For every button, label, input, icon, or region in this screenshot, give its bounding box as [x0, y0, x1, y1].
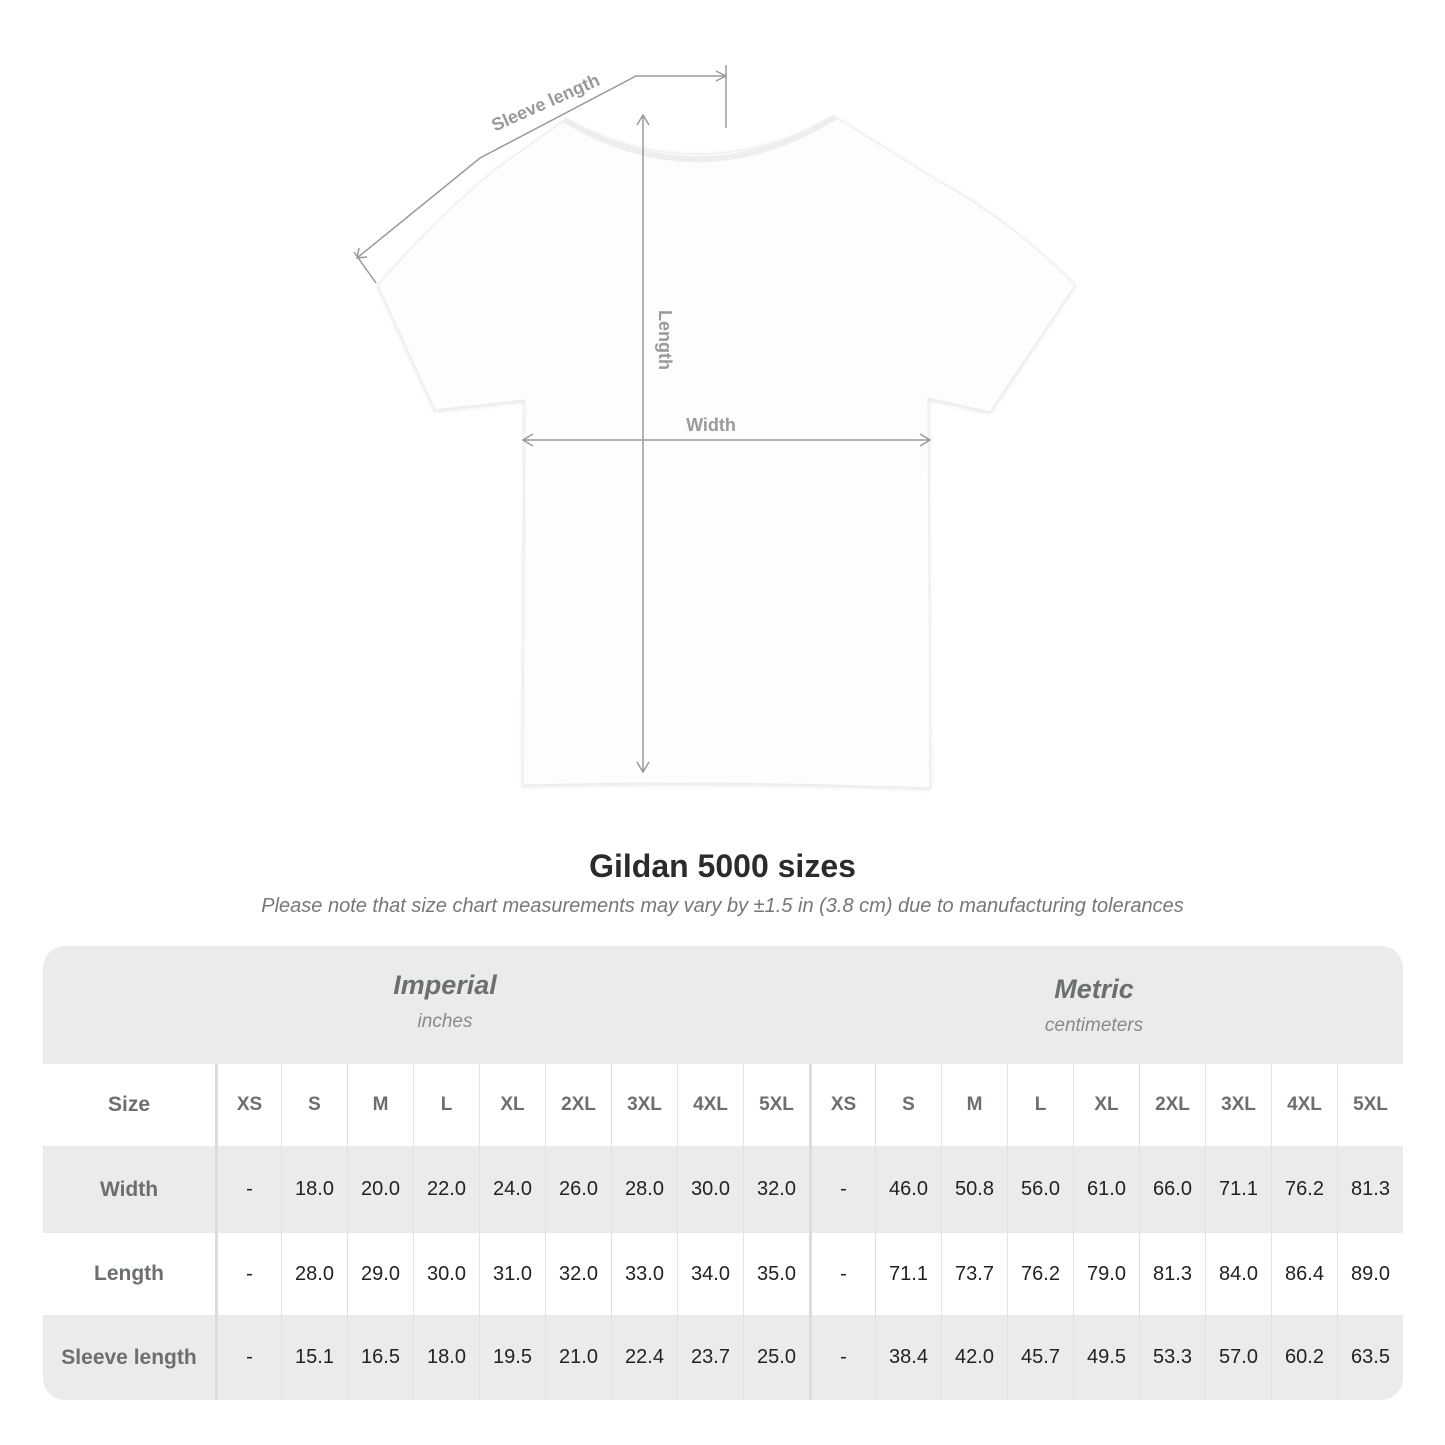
size-header-cell: XL: [1073, 1064, 1139, 1146]
metric-value-cell: 61.0: [1073, 1146, 1139, 1233]
metric-value-cell: 86.4: [1271, 1233, 1337, 1315]
size-header-cell: XL: [479, 1064, 545, 1146]
metric-value-cell: 57.0: [1205, 1315, 1271, 1400]
table-row: Width -18.0 20.0 22.0 24.0 26.0 28.0 30.0 32.0-4…: [43, 1146, 1403, 1233]
row-label: Width: [99, 1177, 159, 1201]
imperial-value-cell: 35.0: [743, 1233, 809, 1315]
metric-value-cell: 38.4: [875, 1315, 941, 1400]
imperial-value-cell: 30.0: [677, 1146, 743, 1233]
table-row: Length -28.0 29.0 30.0 31.0 32.0 33.0 34.0 35.0-…: [43, 1233, 1403, 1315]
imperial-value-cell: -: [215, 1315, 281, 1400]
metric-value-cell: 81.3: [1139, 1233, 1205, 1315]
size-header-cell: 5XL: [743, 1064, 809, 1146]
tshirt-shape: [377, 116, 1076, 789]
imperial-value-cell: -: [215, 1233, 281, 1315]
imperial-value-cell: 18.0: [281, 1146, 347, 1233]
size-header-cell: 2XL: [1139, 1064, 1205, 1146]
row-label: Size: [107, 1093, 151, 1116]
metric-value-cell: 89.0: [1337, 1233, 1403, 1315]
size-header-cell: 4XL: [677, 1064, 743, 1146]
metric-value-cell: 81.3: [1337, 1146, 1403, 1233]
metric-value-cell: 53.3: [1139, 1315, 1205, 1400]
metric-title: Metric: [1054, 974, 1134, 1004]
metric-value-cell: 56.0: [1007, 1146, 1073, 1233]
metric-value-cell: 50.8: [941, 1146, 1007, 1233]
metric-value-cell: 79.0: [1073, 1233, 1139, 1315]
imperial-value-cell: 32.0: [743, 1146, 809, 1233]
metric-value-cell: 46.0: [875, 1146, 941, 1233]
imperial-value-cell: 23.7: [677, 1315, 743, 1400]
imperial-value-cell: -: [215, 1146, 281, 1233]
table-header: Imperial inches Metric centimeters: [43, 946, 1403, 1064]
size-header-cell: 2XL: [545, 1064, 611, 1146]
imperial-value-cell: 22.4: [611, 1315, 677, 1400]
metric-unit: centimeters: [1044, 1015, 1144, 1036]
tshirt-diagram: Sleeve length Length Width: [353, 65, 1076, 789]
imperial-value-cell: 20.0: [347, 1146, 413, 1233]
metric-value-cell: 49.5: [1073, 1315, 1139, 1400]
length-label: Length: [655, 310, 675, 370]
tolerance-note: Please note that size chart measurements…: [261, 895, 1184, 917]
size-header-cell: 5XL: [1337, 1064, 1403, 1146]
metric-header: Metric centimeters: [809, 974, 1379, 1037]
size-header-cell: 3XL: [1205, 1064, 1271, 1146]
imperial-value-cell: 28.0: [281, 1233, 347, 1315]
size-header-cell: 4XL: [1271, 1064, 1337, 1146]
imperial-value-cell: 28.0: [611, 1146, 677, 1233]
metric-value-cell: 66.0: [1139, 1146, 1205, 1233]
imperial-value-cell: 25.0: [743, 1315, 809, 1400]
imperial-title: Imperial: [393, 970, 497, 1000]
imperial-value-cell: 21.0: [545, 1315, 611, 1400]
metric-value-cell: -: [809, 1146, 875, 1233]
imperial-value-cell: 15.1: [281, 1315, 347, 1400]
size-header-cell: M: [941, 1064, 1007, 1146]
metric-value-cell: 76.2: [1007, 1233, 1073, 1315]
size-header-cell: M: [347, 1064, 413, 1146]
metric-value-cell: 71.1: [875, 1233, 941, 1315]
metric-value-cell: 84.0: [1205, 1233, 1271, 1315]
size-header-cell: XS: [215, 1064, 281, 1146]
imperial-value-cell: 22.0: [413, 1146, 479, 1233]
imperial-value-cell: 32.0: [545, 1233, 611, 1315]
metric-value-cell: 76.2: [1271, 1146, 1337, 1233]
width-label: Width: [686, 415, 736, 435]
metric-value-cell: 42.0: [941, 1315, 1007, 1400]
row-label: Sleeve length: [61, 1345, 197, 1369]
size-header-row: Size XS S M L XL 2XL 3XL 4XL 5XL XS S M L XL 2XL 3XL 4XL 5…: [43, 1064, 1403, 1146]
size-header-cell: S: [875, 1064, 941, 1146]
table-row: Sleeve length -15.1 16.5 18.0 19.5 21.0 22.4 23…: [43, 1315, 1403, 1400]
imperial-value-cell: 31.0: [479, 1233, 545, 1315]
size-table: Imperial inches Metric centimeters Size X…: [43, 946, 1403, 1400]
imperial-value-cell: 34.0: [677, 1233, 743, 1315]
size-header-cell: L: [1007, 1064, 1073, 1146]
row-label: Length: [94, 1262, 164, 1285]
imperial-value-cell: 24.0: [479, 1146, 545, 1233]
metric-value-cell: 71.1: [1205, 1146, 1271, 1233]
imperial-value-cell: 30.0: [413, 1233, 479, 1315]
imperial-value-cell: 19.5: [479, 1315, 545, 1400]
imperial-unit: inches: [417, 1011, 473, 1032]
imperial-value-cell: 29.0: [347, 1233, 413, 1315]
size-header-cell: 3XL: [611, 1064, 677, 1146]
metric-value-cell: 45.7: [1007, 1315, 1073, 1400]
metric-value-cell: 73.7: [941, 1233, 1007, 1315]
measurement-lines: [353, 65, 932, 774]
page-title: Gildan 5000 sizes: [589, 848, 856, 884]
size-header-cell: XS: [809, 1064, 875, 1146]
size-header-cell: L: [413, 1064, 479, 1146]
imperial-value-cell: 26.0: [545, 1146, 611, 1233]
metric-value-cell: -: [809, 1315, 875, 1400]
imperial-value-cell: 18.0: [413, 1315, 479, 1400]
size-header-cell: S: [281, 1064, 347, 1146]
metric-value-cell: -: [809, 1233, 875, 1315]
imperial-value-cell: 16.5: [347, 1315, 413, 1400]
imperial-value-cell: 33.0: [611, 1233, 677, 1315]
metric-value-cell: 60.2: [1271, 1315, 1337, 1400]
metric-value-cell: 63.5: [1337, 1315, 1403, 1400]
imperial-header: Imperial inches: [215, 970, 675, 1033]
